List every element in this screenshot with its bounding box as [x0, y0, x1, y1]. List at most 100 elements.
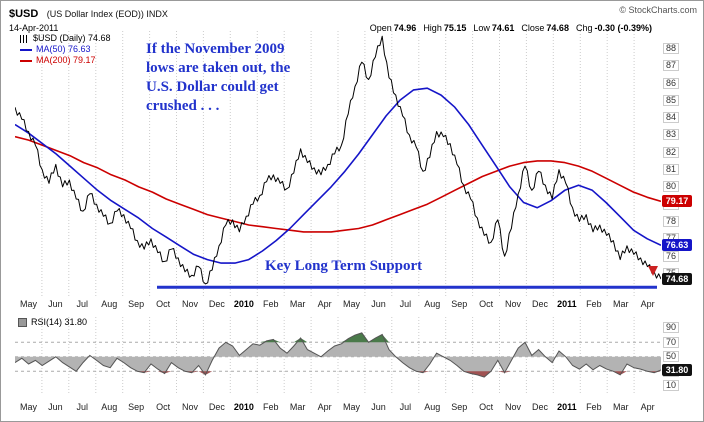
y-axis-label: 80	[663, 181, 680, 193]
price-line	[15, 35, 661, 285]
legend-ma50-label: MA(50) 76.63	[36, 44, 91, 54]
legend-item-ma200: MA(200) 79.17	[20, 55, 111, 66]
month-label: Jun	[48, 402, 63, 412]
rsi-line	[15, 332, 661, 378]
month-label: Mar	[612, 299, 629, 309]
y-axis-label: 78	[663, 216, 680, 227]
y-axis-label: 82	[663, 146, 680, 158]
symbol: $USD	[9, 8, 39, 20]
month-label: Oct	[156, 299, 171, 309]
month-label: Oct	[479, 402, 494, 412]
month-label: Oct	[156, 402, 171, 412]
quote-item: High 75.15	[423, 23, 467, 33]
month-label: Mar	[289, 299, 306, 309]
last-price-tag: 74.68	[662, 273, 692, 285]
rsi-y-axis: 9070503010	[663, 317, 703, 393]
month-label: Feb	[263, 402, 279, 412]
month-label: Aug	[424, 299, 441, 309]
quote-item: Close 74.68	[521, 23, 569, 33]
legend-ma200-label: MA(200) 79.17	[36, 55, 96, 65]
month-label: Mar	[612, 402, 629, 412]
chart-legend: $USD (Daily) 74.68 MA(50) 76.63 MA(200) …	[20, 33, 111, 66]
month-label: Aug	[424, 402, 441, 412]
ma50-line-icon	[20, 48, 32, 51]
quote-row: 14-Apr-2011 Open 74.96 High 75.15 Low 74.61 Cl…	[9, 18, 697, 33]
candlestick-icon	[20, 34, 29, 43]
month-label: Jul	[399, 299, 412, 309]
month-label: Dec	[531, 402, 548, 412]
year-label: 2011	[557, 402, 577, 412]
month-label: Jun	[371, 299, 386, 309]
chart-header: $USD (US Dollar Index (EOD)) INDX © Stoc…	[9, 4, 697, 20]
price-plot[interactable]	[15, 31, 661, 296]
month-label: Jun	[48, 299, 63, 309]
month-label: Feb	[586, 402, 602, 412]
month-label: Dec	[208, 402, 225, 412]
legend-item-price: $USD (Daily) 74.68	[20, 33, 111, 44]
ma200-line-icon	[20, 59, 32, 62]
legend-price-label: $USD (Daily) 74.68	[33, 33, 111, 43]
ma50-price-tag: 76.63	[662, 239, 692, 252]
month-label: May	[343, 402, 361, 412]
y-axis-label: 83	[663, 129, 680, 141]
rsi-overbought-area	[15, 332, 661, 343]
ma200-line	[15, 135, 661, 233]
y-axis-label: 90	[663, 322, 680, 334]
quote-strip: Open 74.96 High 75.15 Low 74.61 Close 74.68 Chg -…	[370, 18, 659, 36]
month-label: May	[343, 299, 361, 309]
month-label: Jul	[76, 402, 89, 412]
month-label: Sep	[128, 402, 145, 412]
month-label: Mar	[289, 402, 306, 412]
month-label: Aug	[101, 299, 118, 309]
month-label: Dec	[531, 299, 548, 309]
x-axis-months-top: May Jun Jul Aug Sep Oct Nov Dec 2010 Feb Mar Apr May…	[15, 299, 661, 310]
month-label: Apr	[317, 299, 332, 309]
year-label: 2010	[233, 402, 254, 412]
y-axis-label: 85	[663, 94, 680, 106]
y-axis-label: 10	[663, 380, 680, 392]
y-axis-label: 88	[663, 42, 680, 54]
copyright: © StockCharts.com	[619, 5, 697, 15]
month-label: Sep	[128, 299, 145, 309]
y-axis-label: 87	[663, 60, 680, 72]
ma200-price-tag: 79.17	[662, 195, 692, 208]
month-label: Aug	[101, 402, 118, 412]
y-axis-label: 70	[663, 336, 680, 348]
chart-date: 14-Apr-2011	[9, 23, 59, 33]
rsi-plot[interactable]	[15, 317, 661, 393]
month-label: Sep	[451, 299, 468, 309]
month-label: Oct	[479, 299, 494, 309]
annotation-note: If the November 2009 lows are taken out,…	[146, 41, 291, 114]
month-label: Feb	[263, 299, 279, 309]
month-label: Dec	[208, 299, 225, 309]
y-axis-label: 50	[663, 351, 680, 363]
x-axis-months-bottom: May Jun Jul Aug Sep Oct Nov Dec 2010 Feb Mar Apr May…	[15, 402, 661, 413]
month-label: Jun	[371, 402, 386, 412]
month-label: Jul	[76, 299, 89, 309]
y-axis-label: 76	[663, 250, 680, 262]
month-label: May	[19, 299, 37, 309]
month-label: May	[19, 402, 37, 412]
rsi-panel[interactable]: RSI(14) 31.80	[15, 317, 661, 393]
month-label: Nov	[181, 402, 198, 412]
year-label: 2011	[557, 299, 577, 309]
y-axis-label: 84	[663, 112, 680, 124]
year-label: 2010	[233, 299, 254, 309]
down-arrow-icon	[648, 266, 658, 277]
rsi-legend-label: RSI(14) 31.80	[31, 317, 88, 327]
quote-item: Low 74.61	[473, 23, 515, 33]
price-chart[interactable]: $USD (Daily) 74.68 MA(50) 76.63 MA(200) …	[15, 31, 661, 296]
quote-item: Open 74.96	[369, 23, 417, 33]
month-label: Nov	[505, 402, 522, 412]
rsi-value-tag: 31.80	[662, 364, 692, 376]
month-label: Sep	[451, 402, 468, 412]
month-label: Nov	[181, 299, 198, 309]
price-y-axis: 8887868584838281807978777675	[663, 31, 703, 296]
quote-item: Chg -0.30 (-0.39%)	[575, 23, 652, 33]
support-label: Key Long Term Support	[265, 258, 423, 274]
month-label: Apr	[640, 299, 655, 309]
month-label: Feb	[586, 299, 602, 309]
month-label: Nov	[505, 299, 522, 309]
month-label: Apr	[317, 402, 332, 412]
